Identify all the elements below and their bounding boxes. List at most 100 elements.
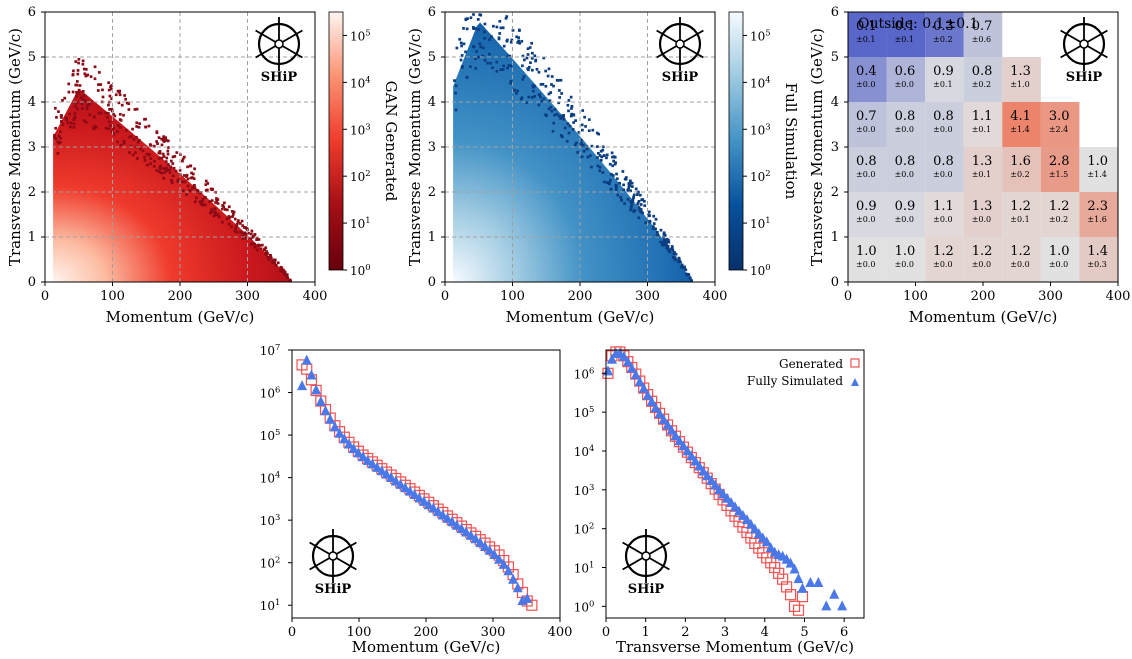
ship-logo-icon: SHiP <box>622 529 670 597</box>
histogram-bin <box>81 62 85 66</box>
data-point <box>658 413 669 424</box>
histogram-bin <box>101 95 105 99</box>
histogram-bin <box>626 198 630 201</box>
histogram-bin <box>602 154 606 158</box>
histogram-bin <box>235 222 239 226</box>
ratio-cell-value: 1.1 <box>972 109 993 124</box>
histogram-bin <box>655 230 659 234</box>
histogram-bin <box>147 153 151 157</box>
histogram-bin <box>166 149 170 153</box>
pt-axes-frame <box>605 349 865 619</box>
histogram-bin <box>531 89 535 93</box>
histogram-bin <box>149 143 152 147</box>
ratio-cell-error: ±1.5 <box>1049 170 1068 179</box>
y-tick-label: 2 <box>28 185 36 200</box>
sim-colorbar-ticks: 100 101 102 103 104 105 <box>743 27 771 278</box>
histogram-bin <box>59 114 63 118</box>
ratio-cell: 0.8±0.0 <box>925 102 964 147</box>
histogram-bin <box>598 154 602 157</box>
histogram-bin <box>255 236 259 240</box>
histogram-bin <box>622 183 625 187</box>
histogram-bin <box>146 163 149 167</box>
histogram-bin <box>279 267 282 271</box>
histogram-bin <box>199 202 203 206</box>
histogram-bin <box>241 237 245 240</box>
histogram-bin <box>547 92 551 96</box>
histogram-bin <box>629 179 632 183</box>
histogram-bin <box>193 200 197 204</box>
ratio-cell-value: 0.8 <box>895 109 916 124</box>
histogram-bin <box>165 169 168 172</box>
histogram-bin <box>581 109 585 112</box>
y-tick-label: 5 <box>28 50 36 65</box>
histogram-bin <box>217 215 221 219</box>
histogram-bin <box>567 99 571 102</box>
histogram-bin <box>214 201 217 204</box>
histogram-bin <box>210 210 213 214</box>
histogram-bin <box>108 94 112 98</box>
histogram-bin <box>65 118 68 122</box>
histogram-bin <box>527 65 531 69</box>
ratio-cell-bg <box>1040 102 1080 147</box>
wheel-spoke <box>1087 45 1108 59</box>
data-point <box>414 492 425 503</box>
histogram-bin <box>160 171 164 175</box>
ratio-cell-error: ±0.0 <box>1049 260 1068 269</box>
x-tick-label: 0 <box>288 625 296 640</box>
histogram-bin <box>210 208 213 212</box>
histogram-bin <box>518 28 521 32</box>
histogram-bin <box>169 165 173 169</box>
histogram-bin <box>172 166 176 170</box>
histogram-bin <box>647 214 651 218</box>
ratio-cell-error: ±0.0 <box>933 125 952 134</box>
ratio-cell: 0.3±0.2 <box>925 12 964 57</box>
wheel-spoke <box>336 557 357 571</box>
histogram-bin <box>86 103 90 107</box>
wheel-spoke <box>282 45 303 59</box>
histogram-bin <box>162 140 166 143</box>
ratio-cell-bg <box>1040 192 1080 237</box>
histogram-bin <box>665 237 669 241</box>
histogram-bin <box>537 70 541 74</box>
histogram-bin <box>155 140 158 143</box>
histogram-bin <box>552 121 556 125</box>
ratio-cell-error: ±2.4 <box>1049 125 1068 134</box>
tick-label: 102 <box>260 555 281 571</box>
histogram-bin <box>559 134 563 137</box>
histogram-bin <box>221 204 224 207</box>
wheel-spoke <box>309 541 330 555</box>
histogram-bin <box>143 117 146 121</box>
histogram-bin <box>465 75 469 79</box>
ratio-cell-value: 1.1 <box>933 199 954 214</box>
histogram-bin <box>157 151 161 155</box>
histogram-bin <box>679 265 683 269</box>
tick-label: 105 <box>574 404 595 420</box>
histogram-bin <box>122 141 126 145</box>
tick-label: 102 <box>574 521 595 537</box>
histogram-bin <box>616 177 619 181</box>
ratio-cell: 1.1±0.1 <box>963 102 1003 147</box>
histogram-bin <box>522 75 526 78</box>
sim-panel: 0 100 200 300 400 0 1 2 3 4 5 6 Momentum (GeV/c) Tr… <box>406 5 800 326</box>
histogram-bin <box>260 243 264 247</box>
histogram-bin <box>531 84 535 87</box>
histogram-bin <box>491 66 494 70</box>
histogram-bin <box>644 221 648 224</box>
histogram-bin <box>488 38 491 41</box>
histogram-bin <box>181 189 185 193</box>
y-tick-label: 4 <box>831 95 839 110</box>
ratio-cell: 0.7±0.6 <box>963 12 1003 57</box>
histogram-bin <box>661 241 665 245</box>
histogram-bin <box>206 182 210 185</box>
histogram-bin <box>611 174 615 177</box>
histogram-bin <box>505 15 509 18</box>
histogram-bin <box>469 65 472 68</box>
data-point <box>686 450 697 461</box>
histogram-bin <box>223 201 226 205</box>
pt-legend: Generated Fully Simulated <box>747 357 860 388</box>
histogram-bin <box>243 236 247 240</box>
histogram-bin <box>614 188 618 191</box>
y-tick-label: 6 <box>428 5 436 20</box>
x-tick-label: 300 <box>1038 289 1063 304</box>
histogram-bin <box>57 141 61 145</box>
